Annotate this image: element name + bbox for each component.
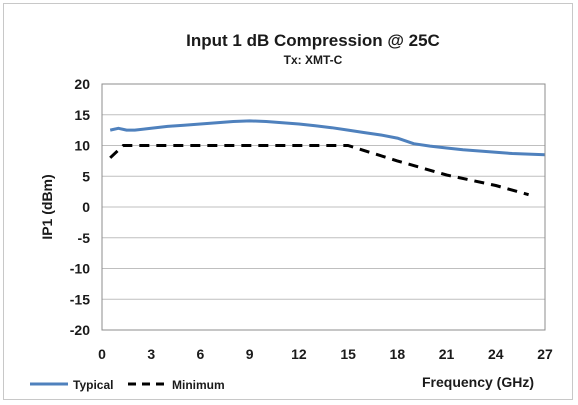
plot-area-border bbox=[101, 83, 546, 331]
x-tick-label: 0 bbox=[98, 346, 106, 362]
x-tick-label: 6 bbox=[197, 346, 205, 362]
y-tick-label: 20 bbox=[74, 76, 90, 92]
legend: Typical Minimum bbox=[30, 378, 225, 392]
x-axis-label: Frequency (GHz) bbox=[422, 374, 534, 390]
y-tick-label: 10 bbox=[74, 138, 90, 154]
y-axis-ticks: 20 15 10 5 0 -5 -10 -15 -20 bbox=[70, 76, 90, 338]
legend-label-minimum: Minimum bbox=[172, 378, 225, 392]
x-tick-label: 15 bbox=[340, 346, 356, 362]
y-axis-label: IP1 (dBm) bbox=[39, 174, 55, 239]
x-tick-label: 3 bbox=[147, 346, 155, 362]
x-tick-label: 21 bbox=[439, 346, 455, 362]
chart-frame bbox=[3, 3, 573, 400]
y-tick-label: -5 bbox=[78, 230, 91, 246]
legend-label-typical: Typical bbox=[73, 378, 113, 392]
chart-subtitle: Tx: XMT-C bbox=[284, 53, 343, 67]
y-tick-label: -15 bbox=[70, 291, 90, 307]
chart-title: Input 1 dB Compression @ 25C bbox=[186, 31, 440, 50]
grid bbox=[102, 83, 545, 331]
x-axis-ticks: 0 3 6 9 12 15 18 21 24 27 bbox=[98, 346, 553, 362]
y-tick-label: -20 bbox=[70, 322, 90, 338]
series-line-minimum bbox=[109, 144, 530, 197]
x-tick-label: 18 bbox=[390, 346, 406, 362]
series-group bbox=[109, 119, 546, 197]
x-tick-label: 24 bbox=[488, 346, 504, 362]
y-tick-label: -10 bbox=[70, 261, 90, 277]
x-tick-label: 9 bbox=[246, 346, 254, 362]
y-tick-label: 15 bbox=[74, 107, 90, 123]
y-tick-label: 5 bbox=[82, 168, 90, 184]
y-tick-label: 0 bbox=[82, 199, 90, 215]
x-tick-label: 27 bbox=[537, 346, 553, 362]
x-tick-label: 12 bbox=[291, 346, 307, 362]
series-line-typical bbox=[109, 119, 546, 157]
